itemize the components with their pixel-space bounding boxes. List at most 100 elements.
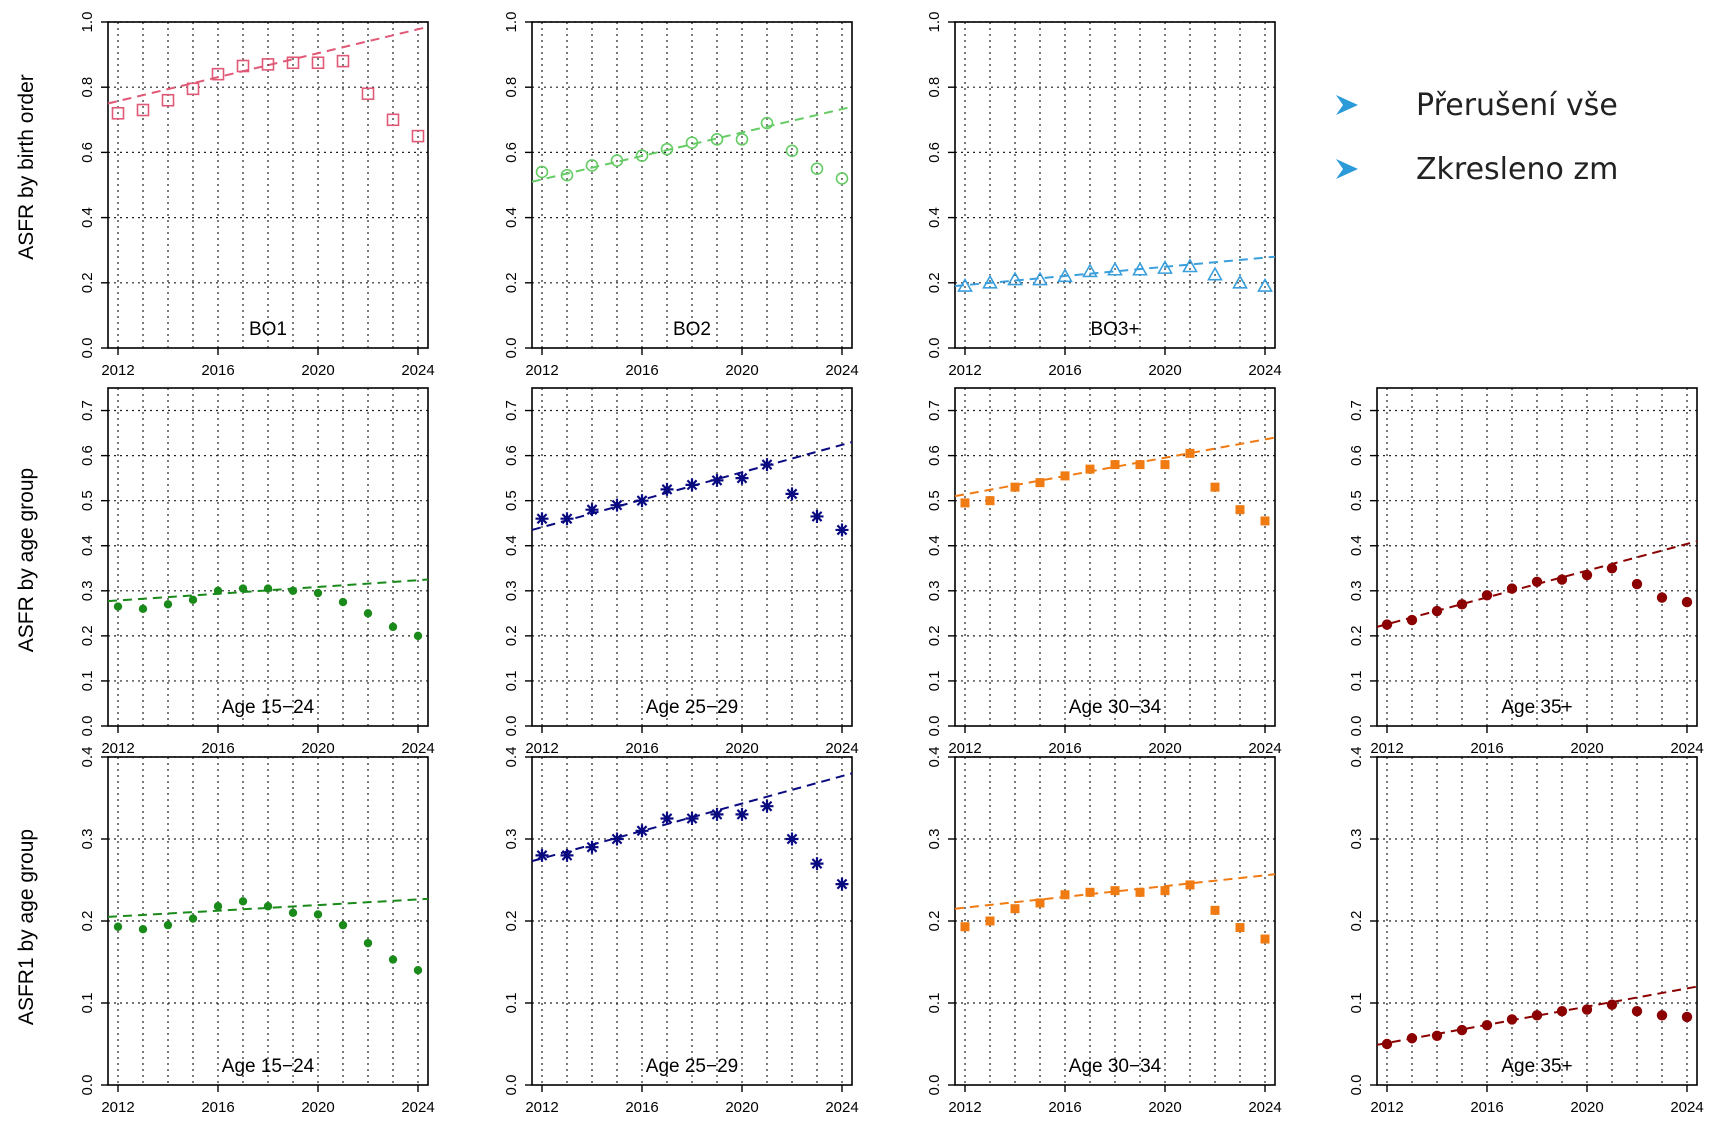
data-point [288, 908, 298, 917]
y-axis-label: ASFR by birth order [15, 74, 38, 260]
data-point [1082, 263, 1098, 278]
y-tick-label: 0.3 [1348, 580, 1365, 601]
data-point [1210, 482, 1220, 492]
y-tick-label: 0.0 [926, 338, 943, 359]
y-tick-label: 0.3 [926, 580, 943, 601]
data-point [1431, 1030, 1443, 1042]
y-tick-label: 0.7 [79, 400, 96, 421]
data-point [1210, 905, 1220, 915]
data-point [413, 966, 423, 975]
y-tick-label: 0.4 [926, 747, 943, 768]
y-tick-label: 0.0 [926, 716, 943, 737]
x-tick-label: 2020 [1148, 362, 1181, 379]
data-point [610, 832, 624, 846]
trend-line [1376, 985, 1698, 1046]
data-point [685, 136, 699, 149]
x-tick-label: 2016 [1048, 740, 1081, 757]
data-point [388, 955, 398, 964]
data-point [138, 604, 148, 614]
data-point [1110, 886, 1120, 896]
panel-label: BO2 [673, 319, 711, 340]
x-tick-label: 2012 [101, 1099, 134, 1116]
chart-panel: 2012 2016 2020 2024 0.0 0.1 0.2 0.3 0.4 0.5 0.6 0.7… [503, 387, 859, 757]
data-point [610, 154, 624, 167]
data-point [288, 586, 298, 595]
y-tick-label: 0.0 [1348, 1075, 1365, 1096]
data-point [1506, 1014, 1518, 1025]
y-tick-label: 0.0 [926, 1075, 943, 1096]
x-tick-label: 2012 [1370, 1099, 1403, 1116]
chart-panel: 2012 2016 2020 2024 0.0 0.1 0.2 0.3 0.4 Age 35+ [1348, 747, 1704, 1116]
data-point [1606, 999, 1618, 1010]
y-tick-label: 0.0 [79, 716, 96, 737]
data-point [1085, 464, 1095, 474]
chart-panel: 2012 2016 2020 2024 0.0 0.1 0.2 0.3 0.4 Age 30−34 [926, 747, 1282, 1116]
x-tick-label: 2016 [201, 362, 234, 379]
data-point [985, 916, 995, 926]
data-point [1456, 1024, 1468, 1036]
data-point [1132, 261, 1148, 276]
x-tick-label: 2020 [301, 362, 334, 379]
y-tick-label: 0.0 [503, 716, 520, 737]
x-tick-label: 2012 [1370, 740, 1403, 757]
x-tick-label: 2024 [1670, 740, 1703, 757]
data-point [1007, 271, 1023, 286]
x-tick-label: 2020 [725, 740, 758, 757]
data-point [261, 58, 275, 71]
data-point [1107, 261, 1123, 276]
y-tick-label: 0.1 [503, 993, 520, 1014]
x-tick-label: 2016 [201, 1099, 234, 1116]
data-point [760, 799, 774, 813]
data-point [1481, 590, 1493, 601]
data-point [1606, 563, 1618, 574]
data-point [1235, 505, 1245, 515]
y-tick-label: 0.4 [1348, 535, 1365, 556]
y-tick-label: 0.6 [926, 445, 943, 466]
panel-label: Age 25−29 [646, 1056, 738, 1077]
data-point [610, 498, 624, 512]
data-point [136, 103, 150, 117]
data-point [311, 56, 325, 70]
data-point [1656, 592, 1668, 603]
x-tick-label: 2012 [948, 362, 981, 379]
data-point [560, 512, 574, 526]
data-point [1406, 614, 1418, 626]
trend-line [531, 105, 853, 183]
x-tick-label: 2024 [1248, 740, 1281, 757]
y-tick-label: 0.4 [926, 535, 943, 556]
data-point [1110, 460, 1120, 470]
y-tick-label: 0.8 [79, 77, 96, 98]
trend-line [954, 255, 1276, 288]
data-point [635, 824, 649, 838]
data-point [1531, 576, 1543, 587]
x-tick-label: 2024 [1248, 362, 1281, 379]
y-tick-label: 0.2 [503, 272, 520, 293]
y-tick-label: 0.2 [926, 911, 943, 932]
y-tick-label: 0.5 [503, 490, 520, 511]
y-tick-label: 0.7 [1348, 400, 1365, 421]
x-tick-label: 2020 [725, 1099, 758, 1116]
data-point [411, 129, 425, 143]
x-tick-label: 2024 [825, 1099, 858, 1116]
data-point [188, 914, 198, 923]
trend-line [954, 873, 1276, 910]
data-point [313, 910, 323, 919]
data-point [1556, 1006, 1568, 1017]
y-tick-label: 0.1 [926, 993, 943, 1014]
x-tick-label: 2016 [1048, 1099, 1081, 1116]
data-point [660, 812, 674, 825]
y-tick-label: 0.3 [503, 580, 520, 601]
data-point [560, 848, 574, 862]
chart-panel: 2012 2016 2020 2024 0.0 0.1 0.2 0.3 0.4 0.5 0.6 0.7… [1348, 387, 1704, 757]
data-point [138, 925, 148, 934]
data-point [1481, 1019, 1493, 1031]
x-tick-label: 2020 [301, 740, 334, 757]
data-point [186, 82, 200, 96]
panel-label: Age 35+ [1501, 1056, 1572, 1077]
x-tick-label: 2020 [1148, 740, 1181, 757]
data-point [1531, 1010, 1543, 1021]
bullet-list: Přerušení vše Zkresleno zm [1334, 68, 1714, 196]
data-point [957, 277, 973, 292]
y-tick-label: 0.0 [1348, 716, 1365, 737]
data-point [413, 631, 423, 641]
